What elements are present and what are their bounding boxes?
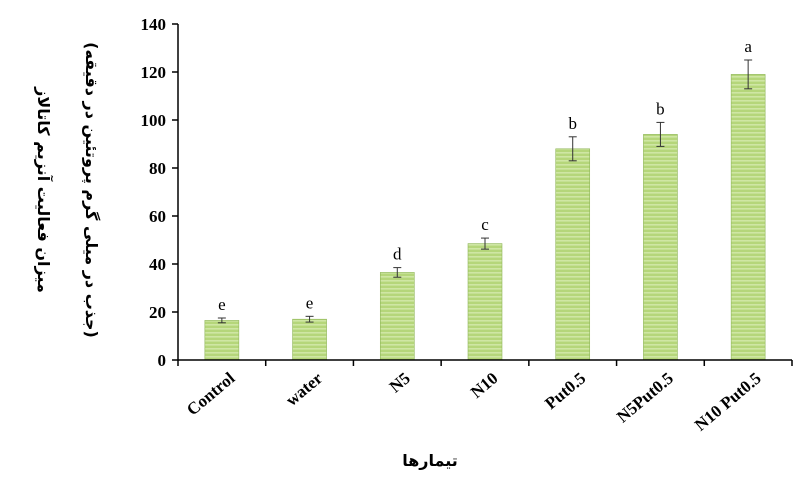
y-tick-label: 40 [149,255,166,274]
significance-letter: d [393,245,402,264]
significance-letters-group: e e d c b b a [218,37,752,314]
y-tick-label: 140 [141,15,167,34]
y-axis-subtitle: (جذب در میلی گرم پروتئین در دقیقه) [81,42,101,338]
x-tick-label: N10 Put0.5 [691,369,765,435]
bar [467,243,503,361]
y-tick-label: 120 [141,63,167,82]
bars-group [204,74,766,361]
error-bar [217,317,226,324]
y-tick-label: 20 [149,303,166,322]
x-tick-label: Put0.5 [541,369,589,414]
bar [292,318,327,361]
x-tick-label: water [282,368,326,410]
x-tick-label: Control [183,368,239,419]
bar [379,272,415,361]
bar [643,134,678,361]
error-bar [744,59,753,90]
y-tick-label: 60 [149,207,166,226]
y-tick-label: 100 [141,111,167,130]
significance-letter: c [481,215,489,234]
x-tick-label: N5 [386,369,414,397]
x-tick-label: N10 [467,369,502,402]
significance-letter: a [744,37,752,56]
y-tick-label: 80 [149,159,166,178]
x-axis-tick-labels: Control water N5 N10 Put0.5 N5Put0.5 N10 Put0.… [183,368,765,434]
significance-letter: e [306,293,314,312]
error-bar [393,267,402,278]
significance-letter: b [568,114,577,133]
significance-letter: e [218,295,226,314]
error-bar [656,121,665,147]
bar [555,148,591,361]
error-bar [481,237,489,250]
bar [204,320,240,361]
x-axis-title: تیمارها [402,451,458,470]
y-tick-label: 0 [158,351,167,370]
error-bar [305,315,314,323]
y-axis-title: میزان فعالیت آنزیم کاتالاز [34,86,54,293]
significance-letter: b [656,99,665,118]
x-tick-label: N5Put0.5 [613,369,677,427]
y-axis-ticks: 0 20 40 60 80 100 120 140 [141,15,793,370]
error-bar [568,136,577,162]
bar [730,74,766,361]
error-bars-group [217,59,753,324]
